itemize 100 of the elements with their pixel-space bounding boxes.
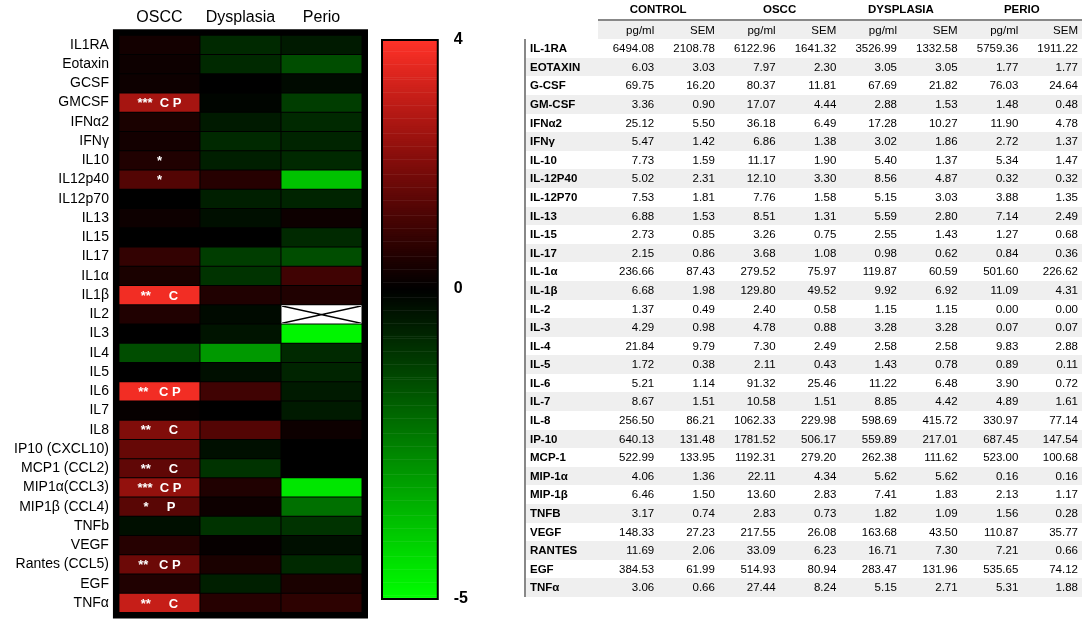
y-tick-label: IL15 — [81, 228, 110, 245]
y-tick-label: IP10 (CXCL10) — [13, 439, 109, 456]
category-label: IL-12P70 — [530, 190, 578, 203]
text: 6.03 — [631, 60, 655, 73]
text: 3.26 — [753, 228, 776, 241]
text: 1.61 — [1055, 395, 1078, 408]
category-label: TNFB — [530, 507, 561, 520]
text: 7.30 — [753, 339, 776, 352]
text: 36.18 — [746, 116, 776, 129]
y-tick-label: IL1α — [81, 266, 109, 283]
text: 0.98 — [692, 321, 715, 334]
text: 3.06 — [631, 581, 655, 594]
category-label: IL-12P40 — [530, 172, 578, 185]
text: 11.90 — [990, 116, 1019, 129]
text: 3526.99 — [855, 42, 897, 55]
text: 6.23 — [813, 544, 837, 557]
text: 3.36 — [631, 97, 655, 110]
text: 0.49 — [692, 302, 715, 315]
text: 4.78 — [1055, 116, 1078, 129]
text: 330.97 — [983, 414, 1019, 427]
text: 2.15 — [631, 246, 655, 259]
category-label: IP-10 — [530, 432, 558, 445]
text: 640.13 — [619, 432, 655, 445]
text: 6122.96 — [734, 42, 776, 55]
text: 3.05 — [935, 60, 958, 73]
text: 12.10 — [746, 172, 776, 185]
data-label: * — [156, 152, 163, 168]
text: 1.38 — [813, 135, 837, 148]
text: 11.81 — [808, 79, 837, 92]
text: 8.85 — [874, 395, 897, 408]
y-tick-label: VEGF — [70, 536, 109, 553]
text: 1.08 — [813, 246, 837, 259]
text: 0.48 — [1055, 97, 1078, 110]
text: 21.82 — [928, 79, 958, 92]
text: 7.41 — [874, 488, 897, 501]
data-label: ** C — [140, 422, 179, 438]
category-label: MCP-1 — [530, 451, 566, 464]
text: 559.89 — [861, 432, 897, 445]
text: 2.40 — [753, 302, 776, 315]
text: 11.17 — [747, 153, 776, 166]
text: 0.28 — [1055, 507, 1078, 520]
category-label: SEM — [779, 19, 841, 40]
category-label: MIP-1α — [530, 469, 568, 482]
category-label: IL-3 — [530, 321, 551, 334]
text: 22.11 — [747, 469, 776, 482]
text: 2.06 — [692, 544, 715, 557]
text: 3.30 — [813, 172, 837, 185]
text: 3.03 — [692, 60, 715, 73]
text: 7.73 — [631, 153, 655, 166]
text: 3.03 — [935, 190, 958, 203]
text: 2.83 — [813, 488, 837, 501]
text: 3.05 — [874, 60, 897, 73]
text: 11.69 — [626, 544, 655, 557]
text: 0.85 — [692, 228, 715, 241]
text: 2.80 — [935, 209, 958, 222]
text: 4.06 — [631, 469, 655, 482]
category-label: IL-7 — [530, 395, 551, 408]
text: 80.37 — [746, 79, 776, 92]
text: 129.80 — [740, 283, 776, 296]
x-tick-label: Perio — [302, 8, 341, 26]
text: 7.53 — [631, 190, 655, 203]
text: 43.50 — [928, 525, 958, 538]
text: 283.47 — [861, 562, 897, 575]
text: 687.45 — [983, 432, 1019, 445]
y-tick-label: IL1RA — [70, 35, 110, 52]
y-tick-label: IL4 — [89, 343, 110, 360]
category-label: SEM — [658, 19, 719, 40]
category-label: IL-8 — [530, 414, 551, 427]
text: 501.60 — [983, 265, 1019, 278]
text: 0.90 — [692, 97, 715, 110]
y-tick-label: IL3 — [89, 324, 110, 341]
text: 1.43 — [874, 358, 897, 371]
text: 2.58 — [874, 339, 897, 352]
text: 2.58 — [935, 339, 958, 352]
text: 9.83 — [995, 339, 1019, 352]
text: 1.17 — [1055, 488, 1078, 501]
text: 1.14 — [692, 376, 715, 389]
y-tick-label: Rantes (CCL5) — [15, 555, 109, 572]
text: 0.16 — [1055, 469, 1078, 482]
text: 2.71 — [935, 581, 958, 594]
text: 148.33 — [619, 525, 655, 538]
text: DYSPLASIA — [840, 0, 962, 20]
color-bar-label: 4 — [453, 30, 463, 48]
text: 1.37 — [1055, 135, 1078, 148]
y-tick-label: IL5 — [89, 362, 110, 379]
category-label: EGF — [530, 562, 554, 575]
text: 2.49 — [813, 339, 837, 352]
text: 5.21 — [631, 376, 655, 389]
text: 2108.78 — [673, 42, 715, 55]
text: 100.68 — [1042, 451, 1078, 464]
text: 0.84 — [995, 246, 1019, 259]
category-label: pg/ml — [840, 19, 901, 40]
text: 5.40 — [874, 153, 897, 166]
text: 9.79 — [692, 339, 715, 352]
text: 25.12 — [625, 116, 655, 129]
text: 0.78 — [935, 358, 958, 371]
category-label: IL-17 — [530, 246, 557, 259]
text: 0.38 — [692, 358, 715, 371]
text: 535.65 — [983, 562, 1019, 575]
text: 1.59 — [692, 153, 715, 166]
